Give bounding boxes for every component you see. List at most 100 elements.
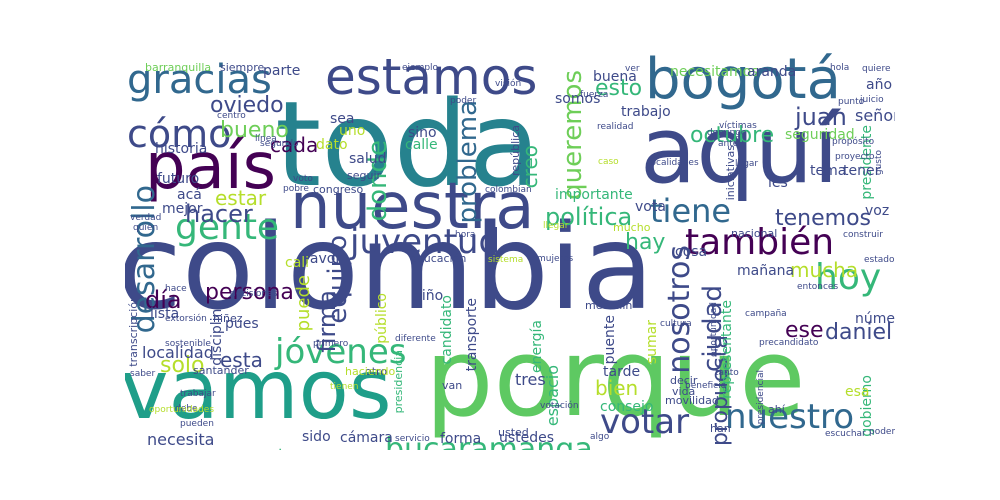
word: esto (595, 76, 643, 101)
word: candidato (439, 295, 455, 365)
word: precandidato (759, 338, 819, 348)
word: quién (133, 223, 159, 233)
word: votación (540, 401, 579, 411)
word: esta (220, 348, 263, 372)
word: pues (225, 316, 259, 332)
word: niño (413, 288, 444, 304)
word: saber (130, 369, 156, 379)
word: cómo (127, 112, 232, 156)
word: presidencial (756, 370, 766, 425)
word: porque (425, 316, 806, 441)
word: escuchar (825, 429, 866, 439)
word: santander (193, 364, 249, 377)
word: transcripción (127, 295, 140, 367)
word: señor (855, 106, 895, 125)
word: sido (302, 429, 331, 445)
word: aquí (640, 97, 839, 204)
word: bien (595, 376, 639, 400)
word: oportunidad (709, 302, 719, 357)
word: ese (785, 318, 824, 343)
word: juan (795, 103, 847, 131)
word: podemos (869, 427, 895, 437)
word: punto (838, 97, 865, 107)
word: gracias (127, 57, 272, 103)
word: disciplina (209, 300, 225, 366)
word: puede (293, 275, 314, 332)
word: esa (845, 384, 870, 400)
word: hace (165, 284, 187, 294)
word: momento (217, 447, 294, 451)
word: daniel (825, 320, 893, 345)
word: sumar (644, 320, 660, 365)
word: otro (365, 365, 388, 378)
word: voz (865, 203, 890, 219)
word: movilidad (665, 394, 719, 407)
word: hora (455, 230, 476, 240)
word: iniciativas (724, 145, 737, 201)
word: mucha (790, 258, 859, 282)
word: seguridad (785, 127, 855, 143)
word: decir (670, 374, 698, 387)
word: día (145, 286, 182, 314)
word: toda (275, 75, 541, 213)
word: hola (830, 63, 850, 73)
word: campaña (745, 309, 787, 319)
word: ahí (768, 403, 785, 416)
word: primero (313, 339, 349, 349)
word: república (509, 125, 522, 176)
word: debe (175, 404, 198, 414)
word: país (145, 130, 276, 204)
word: víctimas (719, 121, 757, 131)
word: también (685, 222, 835, 263)
word: colombia (125, 198, 654, 336)
word: estar (215, 186, 267, 210)
word: vida (672, 385, 696, 398)
word: bucaramanga (385, 432, 593, 451)
word: transporte (464, 298, 480, 372)
word: historia (155, 141, 208, 157)
word: hoy (815, 257, 882, 298)
word: cámara (340, 430, 393, 446)
word: persona (205, 280, 294, 305)
word: espacio (543, 365, 562, 427)
word: haciendo (345, 365, 396, 378)
word: octubre (690, 123, 775, 148)
word: bogotá (645, 50, 841, 112)
word: consejo (600, 399, 654, 415)
word: año (866, 77, 893, 93)
word: solo (160, 353, 205, 378)
word: proyecto (835, 152, 875, 162)
word: hay (625, 230, 666, 255)
word: oportunidades (149, 405, 215, 415)
word: decisiones (230, 289, 278, 299)
word: somos (555, 91, 601, 107)
word: sino (408, 125, 437, 141)
word: juventud (350, 222, 501, 262)
word: futuro (157, 171, 200, 187)
word: mejor (162, 201, 203, 217)
word: realidad (597, 122, 634, 132)
word: entonces (797, 282, 839, 292)
word: servicio (395, 434, 430, 444)
word: lugar (735, 159, 759, 169)
word: ante (718, 139, 739, 149)
word: nuestra (290, 170, 535, 244)
word: construir (843, 230, 883, 240)
word: estado (864, 255, 895, 265)
word: colombian (485, 185, 532, 195)
word: van (442, 379, 463, 392)
word: tres (515, 370, 546, 389)
word: centro (217, 111, 246, 121)
word: voto (293, 174, 313, 184)
word: energía (529, 320, 545, 373)
word: mucho (613, 221, 651, 234)
word: favor (305, 251, 342, 267)
word: sistema (488, 255, 524, 265)
word: oviedo (210, 93, 284, 118)
word: jóvenes (275, 332, 407, 372)
word: propósito (832, 137, 875, 147)
word: sea (330, 111, 355, 127)
word: estamos (325, 50, 538, 106)
word: localidades (648, 158, 699, 168)
word: forma (440, 431, 482, 447)
